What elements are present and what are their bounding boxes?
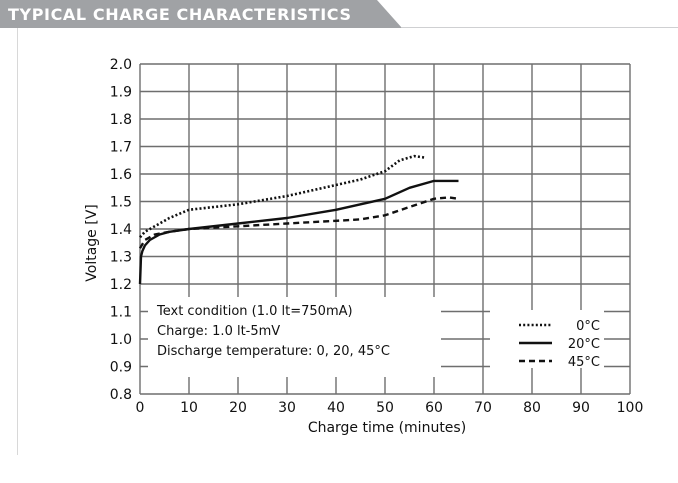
- x-tick-label: 40: [327, 400, 345, 416]
- y-tick-label: 1.8: [110, 112, 132, 128]
- legend-box: [490, 310, 604, 368]
- header-band: [0, 0, 678, 28]
- y-tick-label: 2.0: [110, 57, 132, 73]
- series-line-dashed: [138, 196, 459, 249]
- left-divider: [17, 28, 18, 455]
- y-tick-label: 1.6: [110, 167, 132, 183]
- x-tick-label: 10: [180, 400, 198, 416]
- y-tick-label: 1.9: [110, 85, 132, 101]
- y-tick-label: 0.8: [110, 387, 132, 403]
- y-tick-label: 1.5: [110, 195, 132, 211]
- x-tick-label: 80: [523, 400, 541, 416]
- legend-label: 0°C: [576, 319, 600, 334]
- annotation-line: Discharge temperature: 0, 20, 45°C: [157, 344, 390, 359]
- x-axis-title: Charge time (minutes): [308, 420, 466, 436]
- x-tick-label: 0: [136, 400, 145, 416]
- x-tick-label: 20: [229, 400, 247, 416]
- annotation-line: Text condition (1.0 lt=750mA): [156, 304, 353, 319]
- y-tick-label: 1.2: [110, 277, 132, 293]
- y-tick-label: 1.4: [110, 222, 132, 238]
- x-tick-label: 90: [572, 400, 590, 416]
- section-title: TYPICAL CHARGE CHARACTERISTICS: [8, 5, 352, 24]
- y-tick-label: 0.9: [110, 360, 132, 376]
- header-band-shape: [0, 0, 678, 28]
- y-tick-label: 1.7: [110, 140, 132, 156]
- x-tick-label: 60: [425, 400, 443, 416]
- annotation-box: [148, 297, 441, 377]
- x-tick-label: 30: [278, 400, 296, 416]
- x-tick-label: 70: [474, 400, 492, 416]
- legend-label: 20°C: [568, 337, 600, 352]
- series-line-solid: [138, 179, 459, 285]
- y-axis-title: Voltage [V]: [84, 204, 100, 281]
- y-tick-label: 1.0: [110, 332, 132, 348]
- y-tick-label: 1.1: [110, 305, 132, 321]
- annotation-line: Charge: 1.0 lt-5mV: [157, 324, 280, 339]
- series-line-dotted: [139, 154, 425, 239]
- header-band-fill: [0, 0, 402, 28]
- y-tick-label: 1.3: [110, 250, 132, 266]
- legend-label: 45°C: [568, 355, 600, 370]
- x-tick-label: 100: [617, 400, 644, 416]
- x-tick-label: 50: [376, 400, 394, 416]
